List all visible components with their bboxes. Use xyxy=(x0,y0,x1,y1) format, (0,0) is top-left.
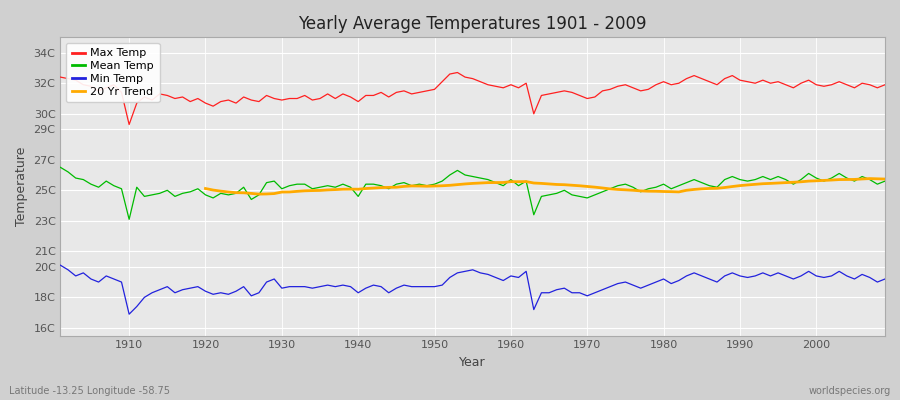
Text: worldspecies.org: worldspecies.org xyxy=(809,386,891,396)
Legend: Max Temp, Mean Temp, Min Temp, 20 Yr Trend: Max Temp, Mean Temp, Min Temp, 20 Yr Tre… xyxy=(66,43,159,102)
X-axis label: Year: Year xyxy=(459,356,486,369)
Text: Latitude -13.25 Longitude -58.75: Latitude -13.25 Longitude -58.75 xyxy=(9,386,170,396)
Y-axis label: Temperature: Temperature xyxy=(15,147,28,226)
Title: Yearly Average Temperatures 1901 - 2009: Yearly Average Temperatures 1901 - 2009 xyxy=(299,15,647,33)
